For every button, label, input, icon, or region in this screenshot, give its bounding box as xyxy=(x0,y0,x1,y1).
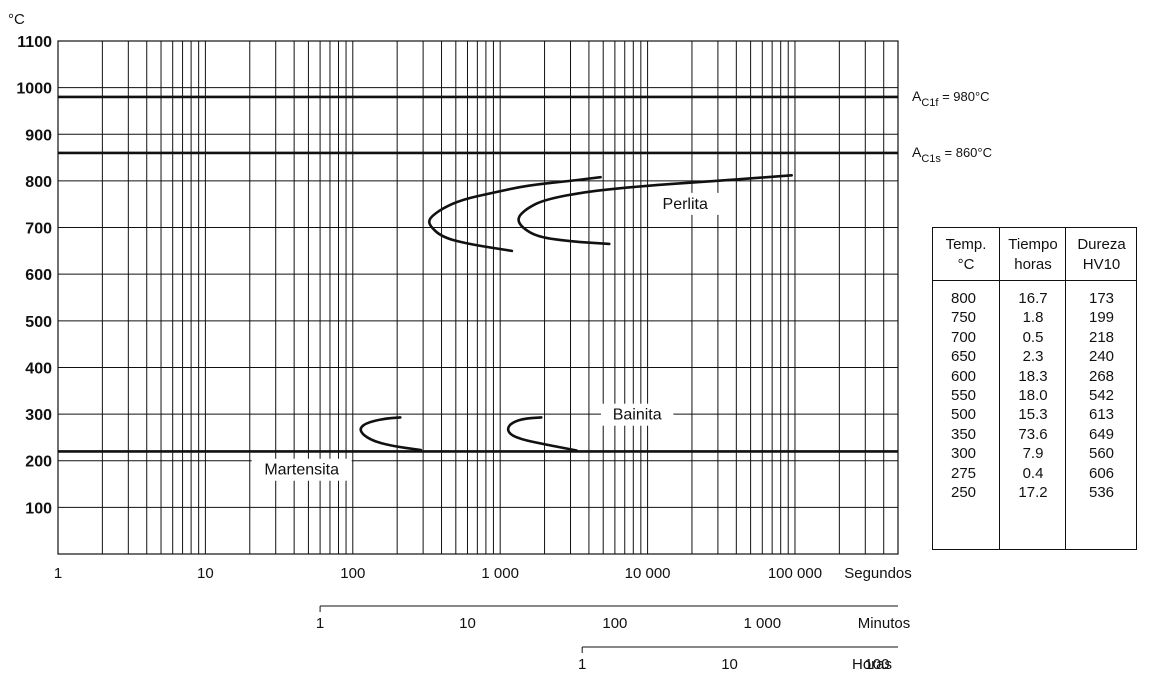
y-unit-label: °C xyxy=(8,11,25,28)
table-cell: 2.3 xyxy=(1022,348,1044,366)
region-label-bg xyxy=(251,458,352,481)
table-cell: 18.3 xyxy=(1018,367,1048,385)
table-cell: 7.9 xyxy=(1022,445,1044,463)
table-rows: 800 750 700 650 600 550 500 350 300 275 250 xyxy=(933,281,999,502)
header-line: HV10 xyxy=(1082,256,1121,273)
x-tick-label: 100 xyxy=(602,615,627,632)
x-tick-label: 100 xyxy=(864,656,889,673)
table-header: Tiempo horas xyxy=(1000,228,1066,281)
region-label: Martensita xyxy=(264,462,339,479)
table-cell: 0.5 xyxy=(1022,328,1044,346)
y-tick-label: 100 xyxy=(25,500,52,517)
table-cell: 275 xyxy=(951,464,977,482)
table-rows: 16.7 1.8 0.5 2.3 18.3 18.0 15.3 73.6 7.9 0.4 17.2 xyxy=(1000,281,1066,502)
table-cell: 536 xyxy=(1088,483,1115,501)
x-tick-label: 10 000 xyxy=(625,565,671,582)
axis-labels: 10020030040050060070080090010001100°CPer… xyxy=(8,11,912,673)
y-tick-label: 1100 xyxy=(17,34,52,51)
table-cell: 500 xyxy=(951,406,977,424)
table-column-time: Tiempo horas 16.7 1.8 0.5 2.3 18.3 18.0 15.3 73… xyxy=(999,228,1066,549)
y-tick-label: 200 xyxy=(25,454,52,471)
table-cell: 16.7 xyxy=(1018,290,1048,307)
table-header: Temp. °C xyxy=(933,228,999,281)
y-tick-label: 800 xyxy=(25,174,52,191)
results-table: Temp. °C 800 750 700 650 600 550 500 350 300 275 2… xyxy=(932,227,1137,550)
table-cell: 268 xyxy=(1088,367,1115,385)
table-cell: 350 xyxy=(951,425,977,443)
x-tick-label: 100 000 xyxy=(768,565,822,582)
y-tick-label: 400 xyxy=(25,360,52,377)
x-tick-label: 1 xyxy=(316,615,324,632)
table-cell: 649 xyxy=(1088,425,1115,443)
table-cell: 542 xyxy=(1088,386,1115,404)
transformation-curve xyxy=(427,175,602,253)
header-line: Tiempo xyxy=(1008,236,1058,253)
x-tick-label: 1 000 xyxy=(744,615,782,632)
region-label-bg xyxy=(649,192,722,215)
table-rows: 173 199 218 240 268 542 613 649 560 606 536 xyxy=(1066,281,1137,502)
header-line: °C xyxy=(957,256,975,273)
transformation-curve xyxy=(517,174,793,246)
transformation-curves xyxy=(359,174,793,452)
header-line: Temp. xyxy=(945,236,987,253)
x-tick-label: 10 xyxy=(459,615,476,632)
table-cell: 700 xyxy=(951,328,977,346)
region-label: Bainita xyxy=(613,407,662,424)
table-cell: 199 xyxy=(1088,309,1115,327)
x-unit-label: Minutos xyxy=(858,615,911,632)
reference-line-label: AC1f = 980°C xyxy=(912,88,990,109)
region-label-bg xyxy=(600,403,674,426)
table-cell: 18.0 xyxy=(1018,386,1048,404)
x-tick-label: 1 000 xyxy=(481,565,519,582)
x-unit-label: Horas xyxy=(852,656,892,673)
table-cell: 240 xyxy=(1088,348,1115,366)
header-line: horas xyxy=(1014,256,1052,273)
table-cell: 550 xyxy=(951,386,977,404)
x-tick-label: 1 xyxy=(578,656,586,673)
y-tick-label: 500 xyxy=(25,314,52,331)
reference-line-label: AC1s = 860°C xyxy=(912,144,992,165)
x-unit-label: Segundos xyxy=(844,565,912,582)
table-cell: 73.6 xyxy=(1018,425,1048,443)
grid xyxy=(57,40,899,555)
y-tick-label: 900 xyxy=(25,127,52,144)
table-cell: 218 xyxy=(1088,328,1115,346)
table-cell: 560 xyxy=(1088,445,1115,463)
table-cell: 0.4 xyxy=(1022,464,1044,482)
x-tick-label: 1 xyxy=(54,565,62,582)
transformation-curve xyxy=(359,416,423,452)
x-tick-label: 10 xyxy=(197,565,214,582)
region-label: Perlita xyxy=(663,196,708,213)
table-cell: 300 xyxy=(951,445,977,463)
table-cell: 15.3 xyxy=(1018,406,1048,424)
table-cell: 17.2 xyxy=(1018,483,1048,501)
y-tick-label: 600 xyxy=(25,267,52,284)
y-tick-label: 700 xyxy=(25,221,52,238)
reference-lines: AC1f = 980°C AC1s = 860°C xyxy=(58,88,992,453)
x-tick-label: 100 xyxy=(340,565,365,582)
table-cell: 750 xyxy=(951,309,977,327)
table-header: Dureza HV10 xyxy=(1066,228,1137,281)
table-cell: 250 xyxy=(951,483,977,501)
table-cell: 613 xyxy=(1088,406,1115,424)
table-column-temp: Temp. °C 800 750 700 650 600 550 500 350 300 275 2… xyxy=(933,228,999,549)
table-cell: 1.8 xyxy=(1022,309,1044,327)
y-tick-label: 1000 xyxy=(16,81,52,98)
transformation-curve xyxy=(506,416,578,452)
table-cell: 800 xyxy=(951,290,977,307)
x-tick-label: 10 xyxy=(721,656,738,673)
table-cell: 650 xyxy=(951,348,977,366)
table-cell: 173 xyxy=(1088,290,1115,307)
y-tick-label: 300 xyxy=(25,407,52,424)
header-line: Dureza xyxy=(1077,236,1126,253)
table-column-hardness: Dureza HV10 173 199 218 240 268 542 613 649 560 6… xyxy=(1065,228,1137,549)
table-cell: 606 xyxy=(1088,464,1115,482)
table-cell: 600 xyxy=(951,367,977,385)
